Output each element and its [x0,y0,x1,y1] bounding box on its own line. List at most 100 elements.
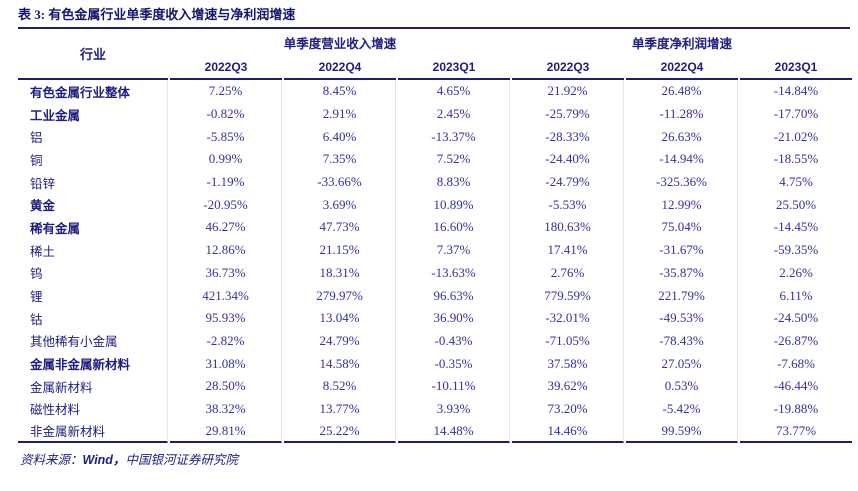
table-body: 有色金属行业整体 7.25% 8.45% 4.65% 21.92% 26.48% -14.8… [18,80,853,443]
value-cell: 13.04% [284,306,396,330]
value-cell: 38.32% [170,397,282,421]
table-row: 铝 -5.85% 6.40% -13.37% -28.33% 26.63% -21.02% [18,125,852,149]
value-cell: 14.48% [398,420,510,443]
value-cell: -46.44% [773,378,819,394]
value-cell: 47.73% [284,216,396,239]
value-cell: 73.77% [740,420,853,443]
value-cell: 421.34% [170,284,282,307]
table-row: 钨 36.73% 18.31% -13.63% 2.76% -35.87% 2.26% [18,261,852,285]
value-cell: -0.82% [170,102,282,126]
value-cell: 2.45% [398,102,510,126]
industry-cell: 锂 [18,284,168,307]
industry-cell: 金属非金属新材料 [18,352,168,375]
profit-growth-group-header: 单季度净利润增速 [632,36,733,51]
quarter-header-revenue-2022q3: 2022Q3 [170,55,282,80]
value-cell: -33.66% [284,170,396,194]
value-cell: -25.79% [512,102,624,126]
value-cell: -13.63% [398,261,510,285]
value-cell: 10.89% [398,193,510,217]
quarter-header-revenue-2023q1: 2023Q1 [398,55,510,80]
value-cell: 0.99% [170,148,282,171]
value-cell: 16.60% [398,216,510,239]
value-cell: -71.05% [512,329,624,353]
industry-cell: 铜 [18,148,168,171]
value-cell: 8.83% [398,170,510,194]
value-cell: 4.65% [398,80,510,103]
value-cell: 29.81% [170,420,282,443]
quarter-header-profit-2022q3: 2022Q3 [512,55,624,80]
value-cell: 37.58% [512,352,624,375]
value-cell: -35.87% [626,261,738,285]
value-cell: -20.95% [170,193,282,217]
table-row: 金属新材料 28.50% 8.52% -10.11% 39.62% 0.53% -46.44… [18,374,852,398]
industry-cell: 有色金属行业整体 [18,80,168,103]
value-cell: 27.05% [626,352,738,375]
value-cell: 14.46% [512,420,624,443]
value-cell: 14.58% [284,352,396,375]
value-cell: 25.22% [284,420,396,443]
value-cell: 36.73% [170,261,282,285]
table-row: 铜 0.99% 7.35% 7.52% -24.40% -14.94% -18.55% [18,148,852,171]
value-cell: 21.92% [512,80,624,103]
source-note: 资料来源：Wind，中国银河证券研究院 [20,449,858,468]
value-cell: 4.75% [779,174,813,190]
value-cell: -21.02% [773,128,819,144]
table-row: 金属非金属新材料 31.08% 14.58% -0.35% 37.58% 27.05% -7… [18,352,852,375]
value-cell: -17.70% [773,106,819,122]
value-cell: -78.43% [626,329,738,353]
value-cell: 18.31% [284,261,396,285]
value-cell: -325.36% [626,170,738,194]
value-cell: 279.97% [284,284,396,307]
value-cell: -32.01% [512,306,624,330]
industry-cell: 金属新材料 [18,374,168,398]
table-row: 钴 95.93% 13.04% 36.90% -32.01% -49.53% -24.50% [18,306,852,330]
value-cell: 73.20% [512,397,624,421]
source-wind: Wind， [82,453,126,467]
value-cell: 95.93% [170,306,282,330]
value-cell: 12.99% [626,193,738,217]
table-row: 稀土 12.86% 21.15% 7.37% 17.41% -31.67% -59.35% [18,238,852,262]
value-cell: 96.63% [398,284,510,307]
industry-cell: 稀有金属 [18,216,168,239]
table-header: 行业 单季度营业收入增速 单季度净利润增速 2022Q3 2022Q4 2023… [18,29,853,80]
value-cell: 221.79% [626,284,738,307]
industry-cell: 非金属新材料 [18,420,168,443]
value-cell: 8.45% [284,80,396,103]
value-cell: 99.59% [626,420,738,443]
industry-column-header: 行业 [18,29,168,80]
value-cell: -5.42% [626,397,738,421]
value-cell: 0.53% [626,374,738,398]
industry-cell: 钴 [18,306,168,330]
value-cell: 2.76% [512,261,624,285]
industry-cell: 钨 [18,261,168,285]
value-cell: 7.25% [170,80,282,103]
value-cell: -19.88% [773,400,819,416]
value-cell: 21.15% [284,238,396,262]
value-cell: -26.87% [773,332,819,348]
value-cell: 28.50% [170,374,282,398]
value-cell: 39.62% [512,374,624,398]
source-institute: 中国银河证券研究院 [125,453,238,467]
value-cell: -59.35% [773,242,819,258]
value-cell: -7.68% [777,355,815,371]
table-row: 其他稀有小金属 -2.82% 24.79% -0.43% -71.05% -78.43% -… [18,329,852,353]
value-cell: -24.50% [773,310,819,326]
value-cell: -5.85% [170,125,282,149]
value-cell: 779.59% [512,284,624,307]
value-cell: -11.28% [626,102,738,126]
industry-cell: 稀土 [18,238,168,262]
value-cell: 12.86% [170,238,282,262]
industry-cell: 磁性材料 [18,397,168,421]
value-cell: 3.93% [398,397,510,421]
value-cell: 26.63% [626,125,738,149]
value-cell: -14.45% [773,219,819,235]
group-header-row: 行业 单季度营业收入增速 单季度净利润增速 [18,29,852,80]
value-cell: -24.40% [512,148,624,171]
table-row: 非金属新材料 29.81% 25.22% 14.48% 14.46% 99.59% 73.7… [18,420,853,443]
quarter-header-revenue-2022q4: 2022Q4 [284,55,396,80]
value-cell: 13.77% [284,397,396,421]
value-cell: -14.84% [773,83,819,99]
value-cell: 7.35% [284,148,396,171]
quarter-header-profit-2023q1: 2023Q1 [740,55,853,80]
